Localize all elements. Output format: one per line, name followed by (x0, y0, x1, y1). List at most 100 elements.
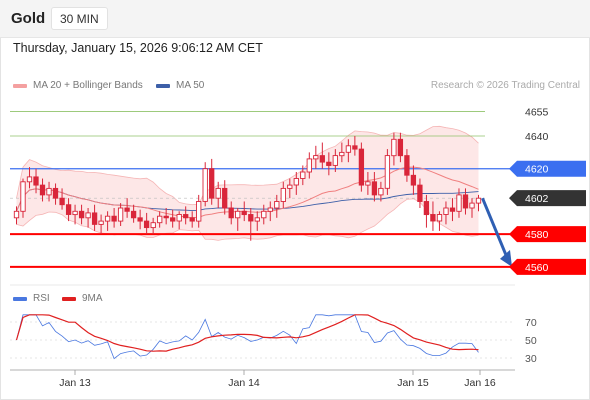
candle-body (287, 184, 293, 189)
candle-body (345, 145, 352, 153)
legend-rsi-label: RSI (33, 293, 50, 304)
candle-body (52, 187, 59, 199)
candle-body (215, 187, 221, 199)
candle-body (443, 207, 449, 215)
candle-body (104, 215, 111, 222)
candle-body (352, 145, 358, 150)
legend-9ma: 9MA (62, 293, 103, 304)
level-tag-4580 (509, 226, 586, 243)
candle-body (462, 194, 469, 209)
candle-body (410, 174, 417, 186)
level-label-4580: 4580 (525, 229, 549, 241)
candle-body (319, 155, 325, 163)
candle-body (365, 181, 371, 186)
x-axis-label: Jan 13 (59, 377, 91, 389)
candle-body (423, 201, 430, 216)
candle-body (170, 217, 176, 222)
legend-ma20-label: MA 20 + Bollinger Bands (33, 80, 143, 91)
candle-body (91, 212, 98, 225)
candle-body (313, 155, 319, 160)
candle-body (196, 201, 202, 222)
candle-body (202, 168, 208, 202)
candle-body (143, 220, 150, 229)
candle-body (456, 194, 462, 212)
candle-body (306, 158, 312, 173)
candle-body (358, 148, 365, 186)
legend-ma50: MA 50 (156, 80, 204, 91)
candle-body (397, 138, 404, 157)
candle-body (117, 207, 124, 222)
x-axis-label: Jan 16 (464, 377, 496, 389)
candle-body (176, 214, 182, 222)
candle-body (33, 176, 39, 186)
candle-body (183, 214, 189, 219)
candle-body (267, 207, 273, 212)
level-tag-4602 (509, 190, 586, 207)
level-tag-4620 (509, 160, 586, 177)
chart-header: Gold 30 MIN (0, 0, 590, 38)
candle-body (189, 217, 195, 222)
rsi-line (16, 314, 479, 360)
rsi-ma-swatch (62, 296, 76, 301)
forecast-arrow-head (500, 249, 512, 267)
candle-body (59, 197, 65, 206)
candle-body (254, 217, 260, 222)
bollinger-lower-line (16, 198, 479, 241)
candle-body (475, 197, 482, 204)
rsi-swatch (13, 296, 27, 301)
rsi-tick-label: 50 (525, 335, 537, 347)
ma50-swatch (156, 83, 170, 88)
candle-body (371, 181, 378, 196)
timestamp: Thursday, January 15, 2026 9:06:12 AM CE… (13, 41, 263, 55)
candle-body (391, 138, 397, 157)
level-label-4640: 4640 (525, 131, 549, 143)
candle-body (26, 176, 33, 183)
candle-body (280, 187, 286, 202)
candle-body (339, 151, 345, 157)
timeframe-button[interactable]: 30 MIN (51, 7, 108, 30)
candle-body (130, 210, 137, 219)
candle-body (228, 207, 234, 219)
candle-body (157, 215, 163, 224)
legend-9ma-label: 9MA (82, 293, 103, 304)
candle-body (150, 222, 156, 229)
candle-body (111, 215, 117, 222)
candle-body (430, 214, 436, 222)
candle-body (300, 171, 306, 179)
candle-body (248, 214, 254, 222)
ma20-line (16, 166, 479, 219)
candle-body (20, 181, 26, 212)
level-label-4655: 4655 (525, 106, 549, 118)
candle-body (13, 210, 20, 219)
legend-ma20-bb: MA 20 + Bollinger Bands (13, 80, 143, 91)
candle-body (384, 155, 391, 189)
level-tag-4560 (509, 258, 586, 275)
candle-body (85, 212, 91, 219)
x-axis-label: Jan 15 (397, 377, 429, 389)
candle-body (235, 210, 241, 219)
candle-body (98, 220, 104, 225)
legend-ma50-label: MA 50 (176, 80, 205, 91)
candle-body (46, 187, 52, 196)
instrument-title: Gold (11, 10, 46, 27)
candle-body (417, 184, 423, 202)
credit-text: Research © 2026 Trading Central (430, 80, 580, 91)
candle-body (241, 210, 247, 216)
candle-body (261, 210, 267, 219)
candle-body (78, 210, 85, 219)
x-axis-label: Jan 14 (228, 377, 260, 389)
level-label-4560: 4560 (525, 262, 549, 274)
rsi-tick-label: 70 (525, 317, 537, 329)
candle-body (378, 187, 384, 196)
candle-body (469, 202, 475, 209)
candle-body (293, 178, 299, 186)
bollinger-bands (16, 126, 479, 241)
candle-body (404, 155, 410, 176)
candle-body (332, 155, 338, 166)
candle-body (124, 207, 130, 212)
candle-body (274, 201, 280, 209)
candle-body (449, 207, 456, 212)
forecast-arrow-shaft (481, 197, 510, 261)
candle-body (137, 217, 143, 222)
